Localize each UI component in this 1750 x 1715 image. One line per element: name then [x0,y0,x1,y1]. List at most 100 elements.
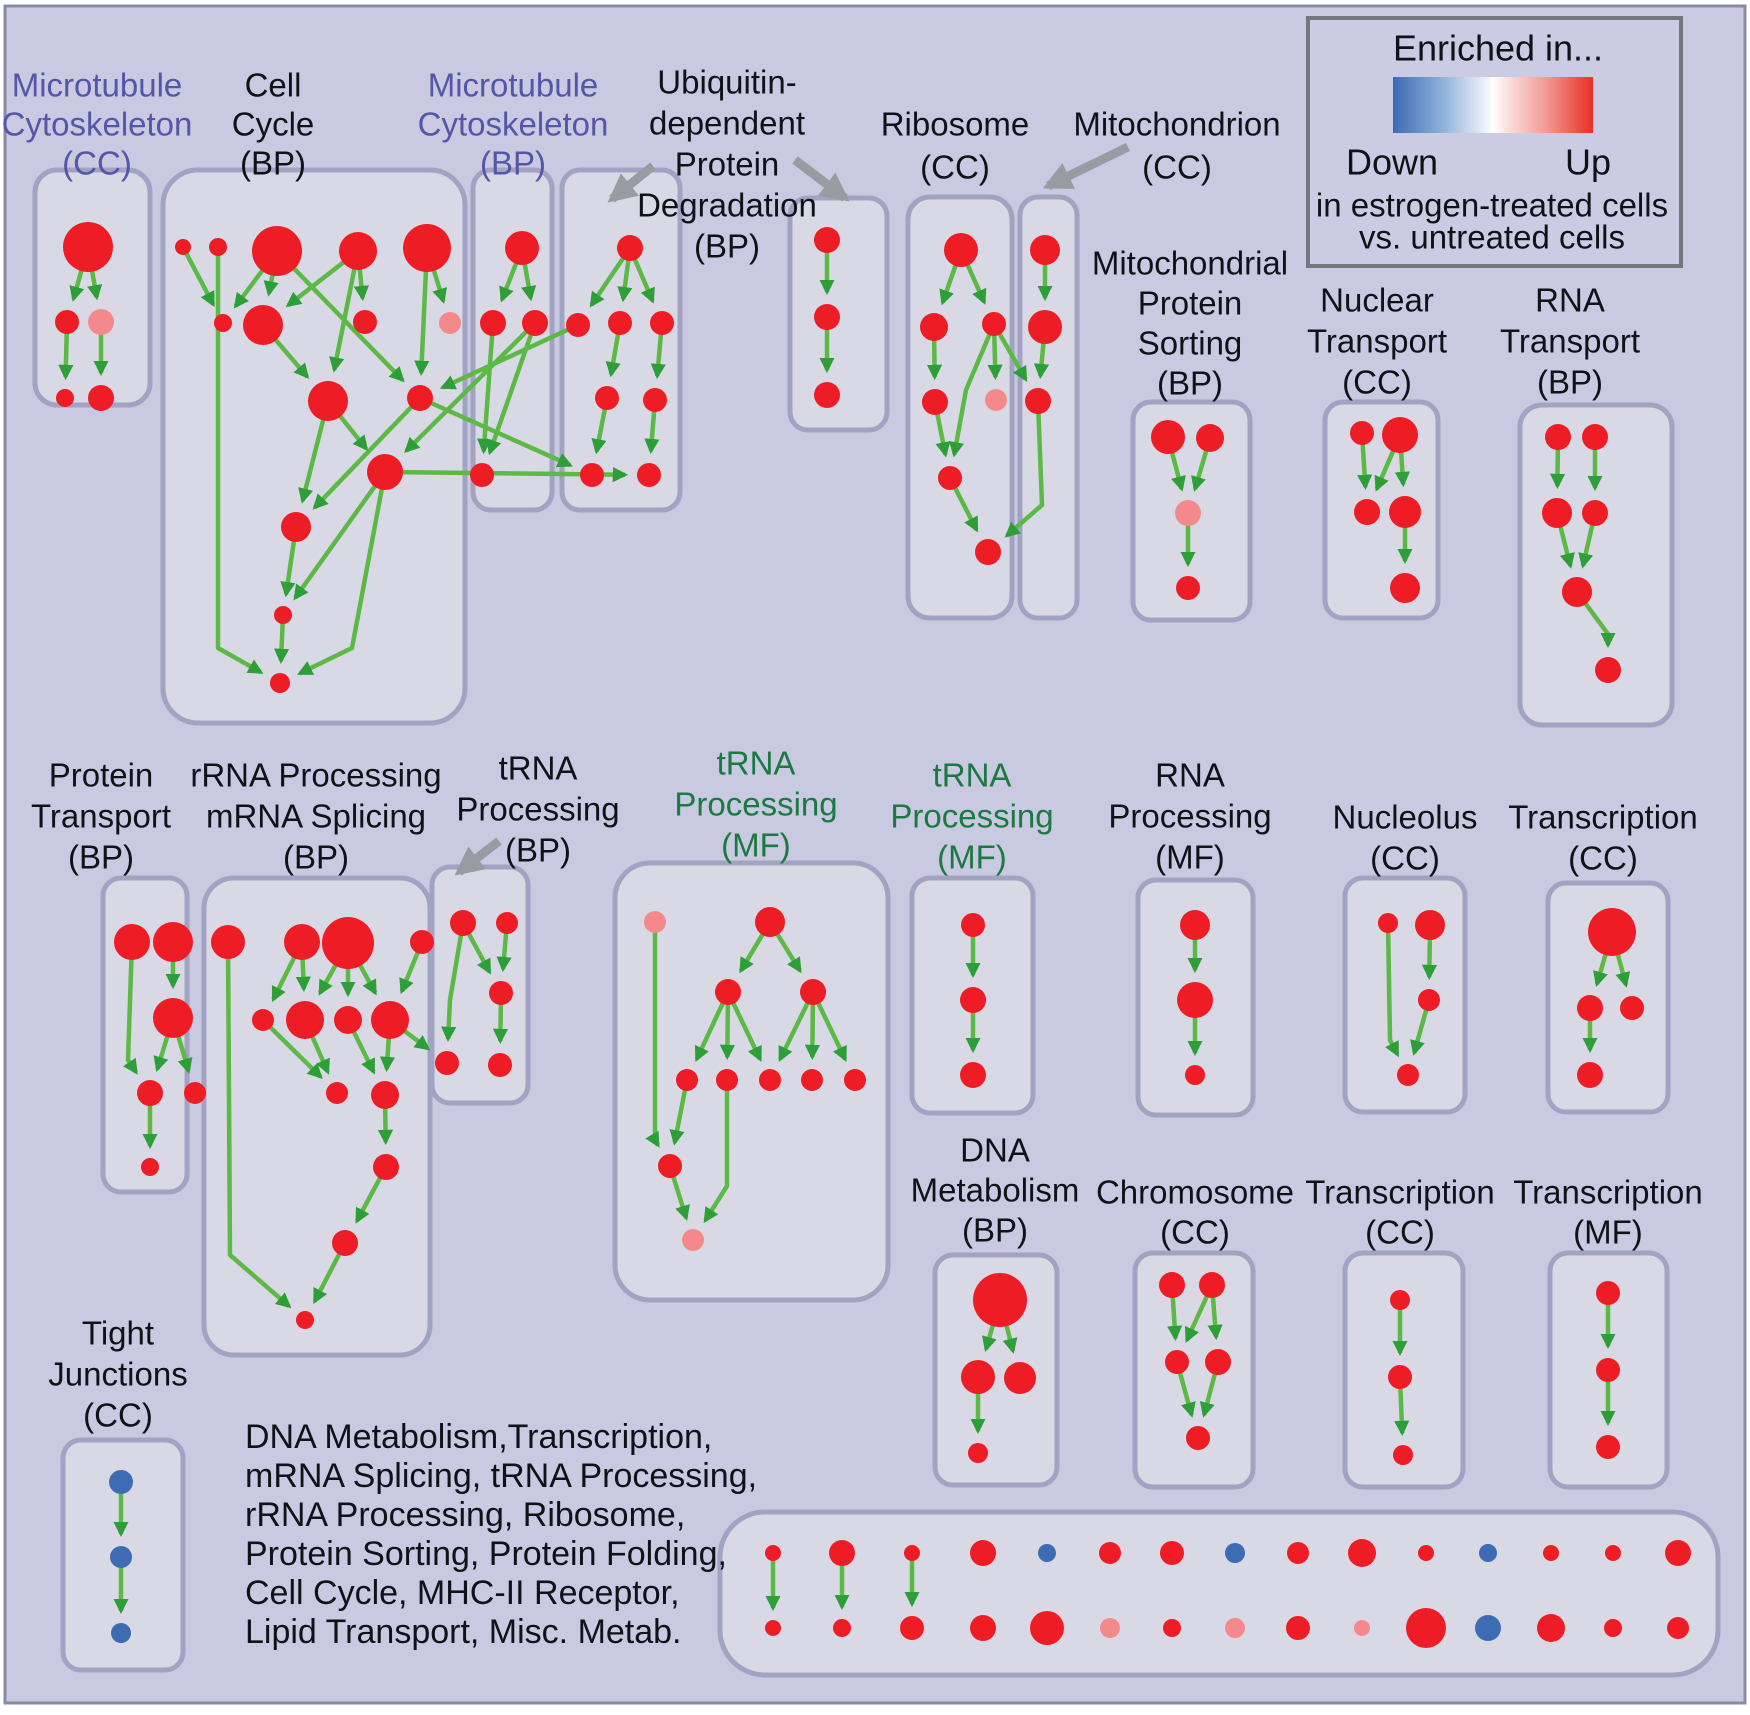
group-label-mt-cc-line-2: (CC) [62,145,132,182]
node-rr13 [296,1311,314,1329]
legend-gradient-bar [1393,77,1593,133]
node-tb2 [496,912,518,934]
node-tf7 [759,1069,781,1091]
group-label-protein-transport-line-1: Transport [31,798,171,835]
group-label-rna-transport-line-1: Transport [1500,323,1640,360]
node-dm3 [1004,1362,1036,1394]
node-rr12 [332,1230,358,1256]
node-rt3 [1542,498,1572,528]
node-x5t [1038,1544,1056,1562]
node-uq8 [637,463,661,487]
node-ccN [407,385,433,411]
node-ts4 [1577,1062,1603,1088]
group-label-rna-proc-mf-line-2: (MF) [1155,839,1225,876]
node-tg3 [960,1062,986,1088]
node-dm2 [961,1360,995,1394]
node-rb5 [985,389,1007,411]
node-rb6 [938,466,962,490]
group-label-tight-junctions-line-1: Junctions [48,1356,187,1393]
edge-rr5-rr9 [261,1018,323,1079]
node-cc2 [209,238,227,256]
node-uq5 [595,386,619,410]
node-pt5 [184,1082,206,1104]
legend-down-label: Down [1346,142,1438,183]
node-rr3 [322,917,374,969]
node-x11t [1418,1545,1434,1561]
node-rr5 [252,1009,274,1031]
group-label-ubiquitin-bp-line-1: dependent [649,105,805,142]
node-x10t [1348,1539,1376,1567]
group-box-mt-bp [470,167,555,513]
legend-up-label: Up [1565,142,1611,183]
legend-title: Enriched in... [1393,28,1603,69]
legend-subline-2: vs. untreated cells [1359,219,1625,256]
group-label-mt-cc-line-0: Microtubule [12,67,183,104]
node-ch1 [1159,1272,1185,1298]
node-tb4 [435,1051,459,1075]
group-label-mt-bp-line-0: Microtubule [428,67,599,104]
legend-border [1306,16,1683,268]
group-label-mitochondrion-line-0: Mitochondrion [1073,106,1280,143]
node-uq3 [608,311,632,335]
misc-categories-text-line-3: Protein Sorting, Protein Folding, [245,1535,727,1573]
node-x3t [904,1545,920,1561]
node-tu2 [1388,1365,1412,1389]
node-cc8 [308,381,348,421]
edge-cc3b-cc8 [329,250,361,373]
group-label-transcription-cc-3-line-0: Transcription [1305,1174,1495,1211]
node-x6t [1099,1542,1121,1564]
node-rt1 [1545,424,1571,450]
group-box-transcription-cc-mid [1545,880,1671,1115]
misc-categories-text-line-2: rRNA Processing, Ribosome, [245,1496,685,1534]
edge-rt5-rt6 [1575,590,1616,649]
node-x3b [900,1616,924,1640]
group-label-rrna-mrna-line-1: mRNA Splicing [206,798,426,835]
node-mc4 [56,389,74,407]
node-ch3 [1165,1350,1189,1374]
node-nt5 [1390,573,1420,603]
node-tj1 [109,1470,133,1494]
node-tf10 [658,1154,682,1178]
node-x12b [1475,1615,1501,1641]
misc-categories-text-line-4: Cell Cycle, MHC-II Receptor, [245,1574,680,1612]
node-tu3 [1393,1445,1413,1465]
edge-tf1-tf10 [645,922,660,1148]
group-label-trna-mf-1-line-2: (MF) [721,827,791,864]
node-ts1 [1588,908,1636,956]
group-label-rna-proc-mf-line-1: Processing [1108,798,1271,835]
group-box-trna-mf-1 [612,860,891,1303]
node-x12t [1479,1544,1497,1562]
node-mb3 [522,310,548,336]
node-x2t [829,1540,855,1566]
edge-mt3-rb7 [1004,400,1045,538]
node-x5b [1030,1611,1064,1645]
edge-cc3-ccN [275,249,405,383]
group-label-ribosome-line-0: Ribosome [881,106,1030,143]
group-label-cell-cycle-line-1: Cycle [232,106,315,143]
node-x15t [1665,1540,1691,1566]
group-box-ubiquitin-bp [559,167,683,513]
node-uq1 [617,235,643,261]
label-pointer-arrow-2 [1042,142,1130,191]
group-label-chromosome-line-1: (CC) [1160,1214,1230,1251]
node-tf9 [844,1069,866,1091]
node-cc5 [214,314,232,332]
group-label-transcription-mf-line-0: Transcription [1513,1174,1703,1211]
group-label-protein-transport-line-0: Protein [49,757,154,794]
node-mt3 [1025,388,1051,414]
group-label-transcription-cc-3-line-1: (CC) [1365,1214,1435,1251]
node-x14t [1605,1545,1621,1561]
node-cc9 [281,512,311,542]
group-label-ubiquitin-bp-line-4: (BP) [694,228,760,265]
group-label-mito-protein-sorting-line-2: Sorting [1138,325,1243,362]
group-label-ribosome-line-1: (CC) [920,149,990,186]
node-x4t [970,1540,996,1566]
edge-rr1-rr13 [225,941,292,1309]
node-rr7 [334,1006,362,1034]
edge-tb1-tb4 [441,922,466,1043]
node-cc6 [243,305,283,345]
node-tu1 [1390,1290,1410,1310]
node-mc2 [55,310,79,334]
group-label-trna-mf-2-line-0: tRNA [933,757,1012,794]
node-rb4 [922,389,948,415]
